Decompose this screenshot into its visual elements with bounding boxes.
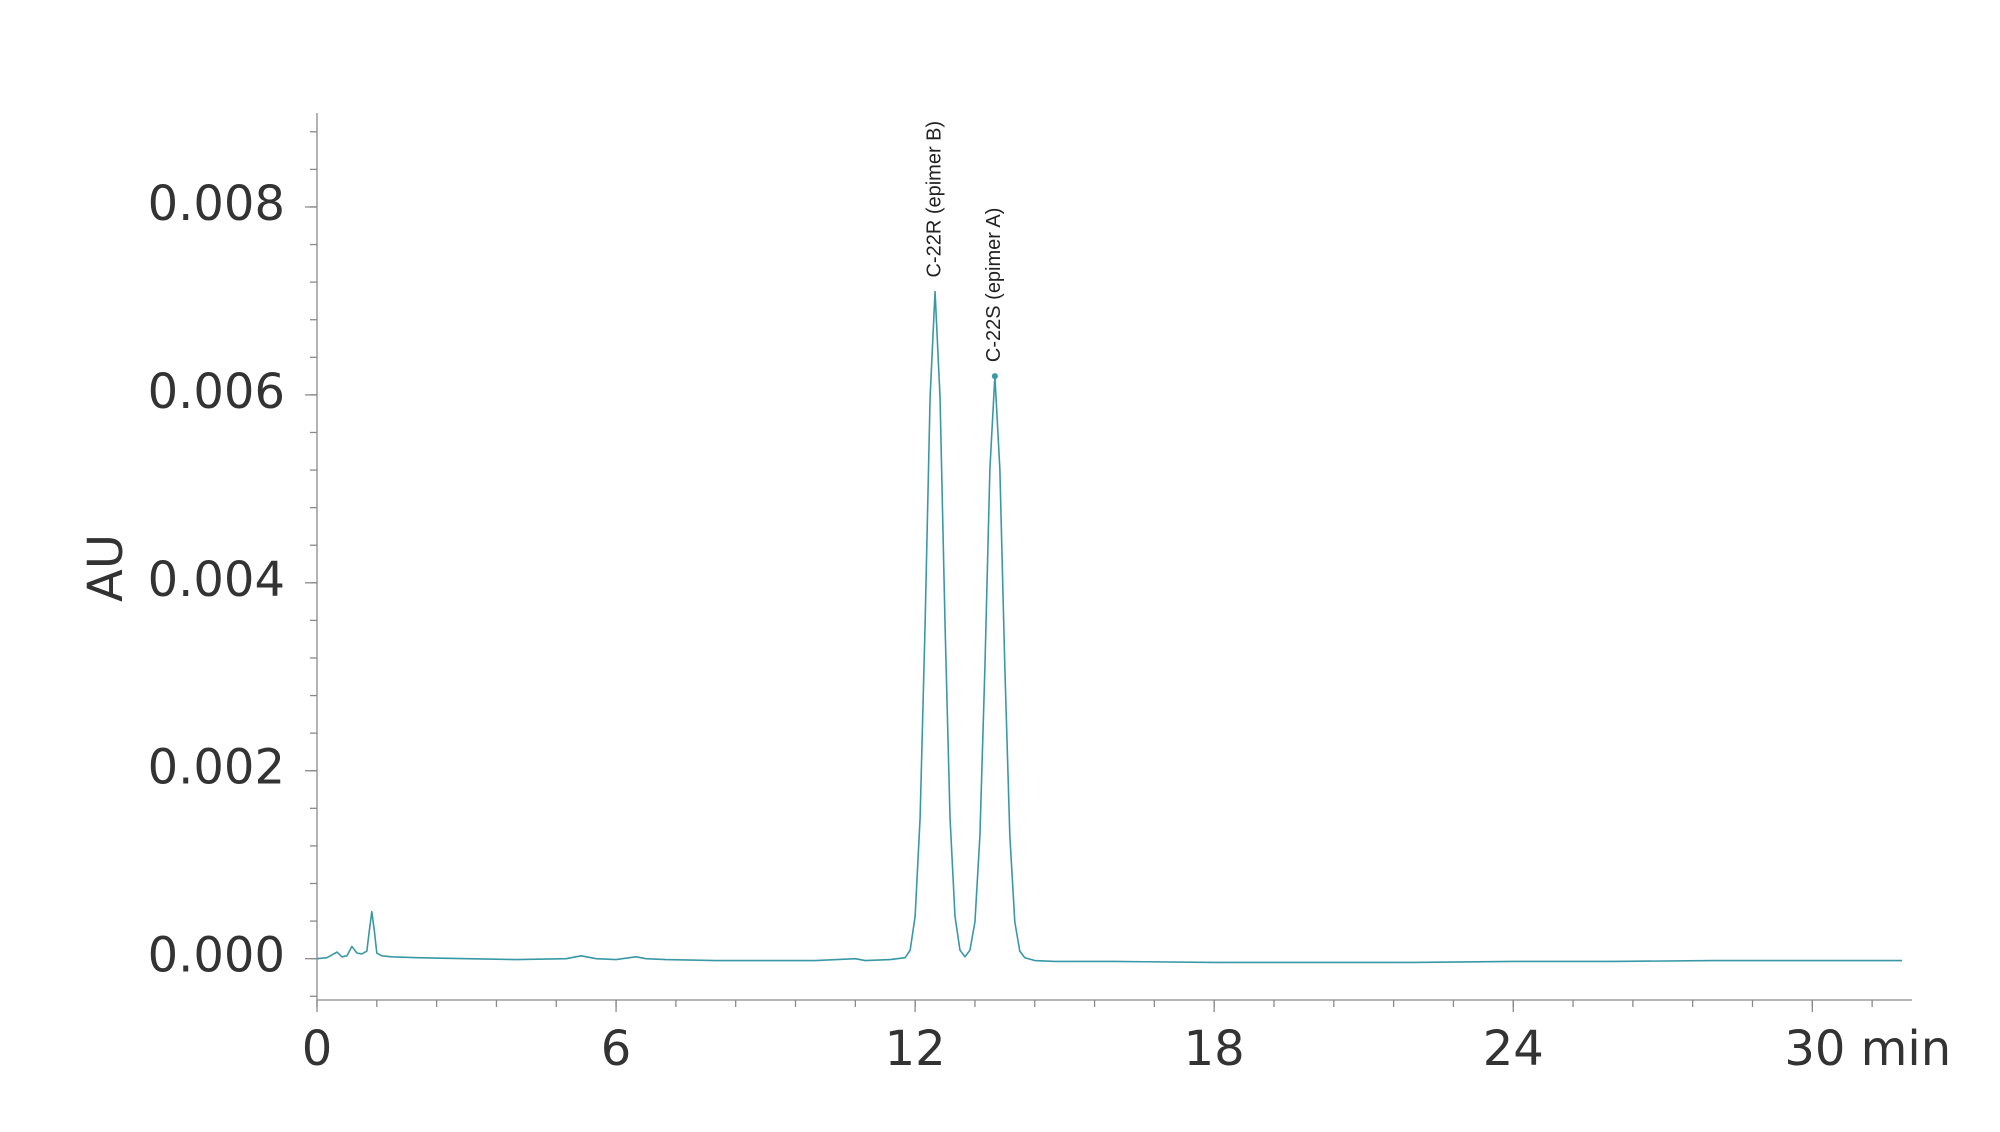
- peak-label: C-22R (epimer B): [923, 121, 945, 278]
- x-tick-label: 30 min: [1784, 1021, 1951, 1077]
- x-tick-label: 24: [1483, 1021, 1544, 1077]
- x-tick-label: 0: [302, 1021, 333, 1077]
- y-tick-label: 0.006: [148, 364, 285, 420]
- y-axis-label: AU: [78, 534, 134, 602]
- y-tick-label: 0.004: [148, 552, 285, 608]
- y-tick-label: 0.008: [148, 176, 285, 232]
- y-tick-label: 0.000: [148, 928, 285, 984]
- trace: [316, 290, 1903, 964]
- x-tick-label: 18: [1184, 1021, 1245, 1077]
- x-tick-label: 6: [601, 1021, 632, 1077]
- peak-label: C-22S (epimer A): [983, 208, 1005, 363]
- y-tick-label: 0.002: [148, 740, 285, 796]
- x-tick-label: 12: [885, 1021, 946, 1077]
- peak-marker: [991, 373, 998, 380]
